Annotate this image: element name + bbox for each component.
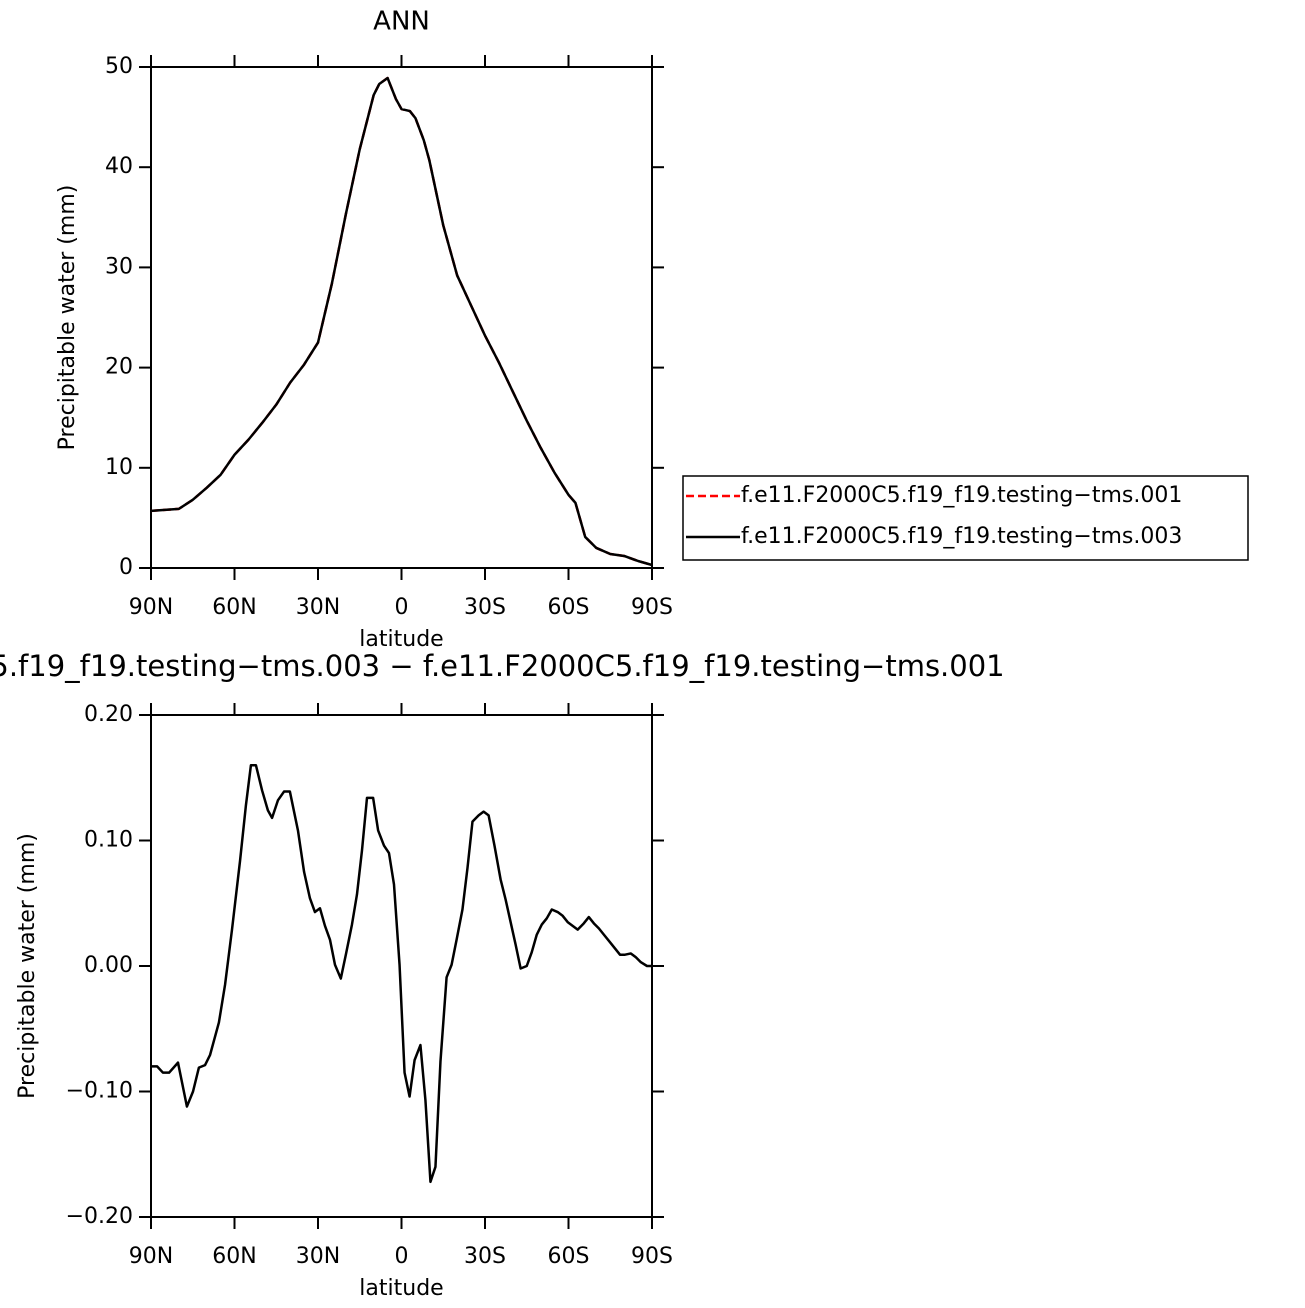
y-tick-label: 0.10 (84, 828, 133, 853)
y-tick-label: 0 (119, 555, 133, 580)
chart-title: ANN (373, 7, 430, 37)
data-line (150, 76, 653, 567)
y-tick-label: 20 (105, 355, 133, 380)
x-tick-label: 60S (548, 1244, 590, 1269)
x-tick-label: 0 (395, 595, 409, 620)
legend-label: f.e11.F2000C5.f19_f19.testing−tms.003 (741, 524, 1182, 549)
x-tick-label: 30S (464, 595, 506, 620)
y-tick-label: 0.20 (84, 702, 133, 727)
data-line (150, 76, 653, 567)
x-tick-label: 90N (129, 1244, 173, 1269)
x-axis-label: latitude (359, 1276, 443, 1301)
legend-label: f.e11.F2000C5.f19_f19.testing−tms.001 (741, 483, 1182, 508)
x-tick-label: 60N (212, 595, 256, 620)
y-tick-label: 50 (105, 54, 133, 79)
y-tick-label: 0.00 (84, 953, 133, 978)
legend-box (682, 475, 1249, 561)
chart-title: f.e11.F2000C5.f19_f19.testing−tms.003 − … (0, 649, 1005, 683)
y-tick-label: −0.10 (66, 1079, 133, 1104)
x-tick-label: 30S (464, 1244, 506, 1269)
y-axis-label: Precipitable water (mm) (55, 185, 80, 451)
y-axis-label: Precipitable water (mm) (15, 833, 40, 1099)
y-tick-label: 10 (105, 455, 133, 480)
x-tick-label: 90S (631, 595, 673, 620)
x-tick-label: 90N (129, 595, 173, 620)
x-tick-label: 60N (212, 1244, 256, 1269)
y-tick-label: −0.20 (66, 1204, 133, 1229)
x-axis-label: latitude (359, 627, 443, 652)
data-line (151, 763, 652, 1184)
plot-frame (150, 66, 653, 569)
x-tick-label: 0 (395, 1244, 409, 1269)
x-tick-label: 60S (548, 595, 590, 620)
x-tick-label: 90S (631, 1244, 673, 1269)
y-tick-label: 30 (105, 254, 133, 279)
x-tick-label: 30N (296, 595, 340, 620)
x-tick-label: 30N (296, 1244, 340, 1269)
y-tick-label: 40 (105, 154, 133, 179)
plot-frame (150, 714, 653, 1218)
